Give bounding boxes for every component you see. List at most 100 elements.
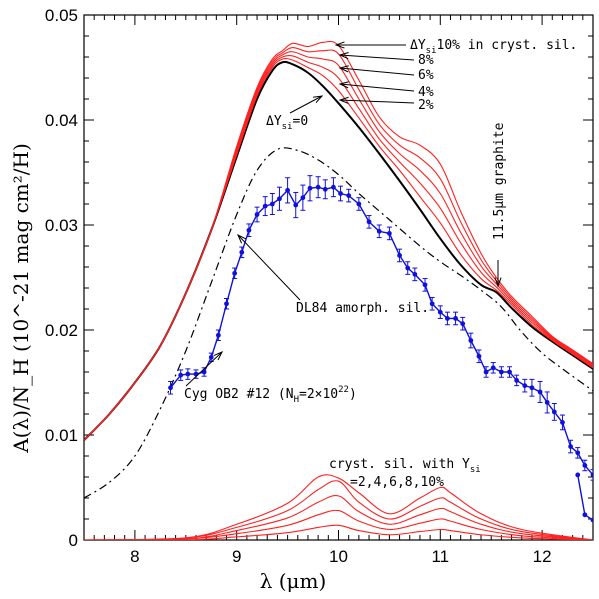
data-point (346, 193, 352, 199)
anno-sub-si-0: si (282, 122, 293, 132)
anno-cryst-sub: si (470, 465, 481, 475)
data-point (293, 202, 299, 208)
data-point (529, 385, 535, 391)
anno-cyg-sub-h: H (294, 395, 299, 405)
data-point (453, 316, 458, 321)
data-point (185, 371, 191, 377)
series-10-line (84, 495, 593, 540)
data-point (366, 219, 372, 225)
x-tick-label: 9 (232, 547, 241, 566)
data-point (300, 195, 306, 201)
data-point (201, 369, 207, 375)
arrow-dl84-head (236, 233, 247, 244)
series-8-line (84, 524, 593, 540)
anno-cryst-1: cryst. sil. with Ysi (329, 457, 481, 475)
series-11-line (84, 480, 593, 540)
data-point (307, 185, 313, 191)
anno-4pct: 4% (418, 85, 434, 100)
y-tick-label: 0.03 (45, 216, 78, 235)
arrow-dl84 (237, 234, 301, 301)
data-point (322, 186, 328, 192)
data-point (376, 228, 382, 234)
series-6-line (84, 147, 593, 499)
data-point (498, 369, 504, 375)
arrow-cyg (185, 351, 223, 387)
data-point (269, 201, 275, 207)
y-tick-label: 0.05 (45, 6, 78, 25)
arrow-2pct (339, 99, 415, 104)
arrow-y0 (289, 95, 323, 114)
x-tick-label: 8 (130, 547, 139, 566)
arrow-10pct-head (334, 41, 345, 49)
data-point (582, 512, 588, 518)
arrow-y0-head (313, 95, 324, 104)
arrow-4pct-head (338, 81, 349, 89)
data-point (544, 400, 550, 405)
anno-cyg-c: ) (349, 387, 357, 402)
data-point (338, 191, 343, 196)
data-point (232, 270, 238, 276)
data-point (575, 450, 581, 456)
x-tick-label: 10 (329, 547, 348, 566)
anno-delta-10: ΔYsi10% in cryst. sil. (410, 38, 577, 56)
data-point (422, 282, 428, 288)
anno-y0-text: =0 (293, 114, 309, 129)
y-tick-label: 0 (69, 531, 78, 550)
data-point (239, 249, 245, 255)
data-point (224, 301, 229, 307)
anno-cryst-2: =2,4,6,8,10% (350, 475, 444, 490)
data-point (522, 383, 528, 389)
data-point (560, 420, 565, 425)
data-point (193, 371, 199, 377)
data-point (460, 321, 466, 327)
data-point (254, 212, 260, 217)
arrow-cyg-head (213, 350, 224, 361)
data-point (285, 187, 290, 193)
data-point (405, 265, 411, 271)
data-point (551, 409, 557, 415)
arrow-8pct-head (338, 52, 349, 60)
data-point (412, 271, 418, 277)
data-point (208, 354, 214, 360)
data-point (514, 378, 520, 383)
data-point (575, 472, 581, 478)
anno-cyg-b: =2×10 (299, 387, 338, 402)
data-point (331, 184, 336, 190)
arrow-6pct-head (338, 65, 349, 73)
data-point (246, 227, 252, 233)
anno-8pct: 8% (418, 53, 434, 68)
anno-6pct: 6% (418, 68, 434, 83)
x-tick-label: 12 (533, 547, 552, 566)
data-point (582, 463, 588, 468)
anno-delta-0: ΔYsi=0 (266, 114, 308, 132)
x-tick-label: 11 (431, 547, 449, 566)
data-point (262, 203, 268, 209)
x-axis-title: λ (μm) (260, 569, 327, 593)
y-tick-label: 0.01 (45, 426, 78, 445)
series-7-line (169, 186, 593, 476)
arrow-2pct-head (338, 96, 349, 104)
y-axis-title-text: A(λ)/N_H (10^-21 mag cm²/H) (9, 143, 33, 454)
data-point (315, 184, 321, 190)
data-point (483, 369, 489, 375)
y-tick-label: 0.02 (45, 321, 78, 340)
annotations (185, 41, 502, 387)
data-point (537, 389, 543, 395)
series-12-line (84, 474, 593, 540)
anno-cyg-exp: 22 (338, 385, 349, 395)
anno-graphite: 11.5μm graphite (492, 122, 507, 240)
axes-frame: 8 9 10 11 12 0 0.01 0.02 0.03 0.04 0.05 (45, 6, 594, 566)
data-point (445, 316, 450, 321)
data-point (437, 309, 443, 315)
anno-cryst-1-text: cryst. sil. with Y (329, 457, 470, 472)
data-point (568, 444, 574, 449)
data-point (590, 472, 593, 478)
anno-y10-text: 10% in cryst. sil. (437, 38, 578, 53)
anno-cyg-a: Cyg OB2 #12 (N (184, 387, 294, 402)
data-point (507, 369, 512, 375)
data-point (356, 201, 362, 207)
y-axis-title: A(λ)/N_H (10^-21 mag cm²/H) (9, 143, 33, 454)
y-tick-label: 0.04 (45, 111, 78, 130)
data-point (178, 372, 184, 378)
